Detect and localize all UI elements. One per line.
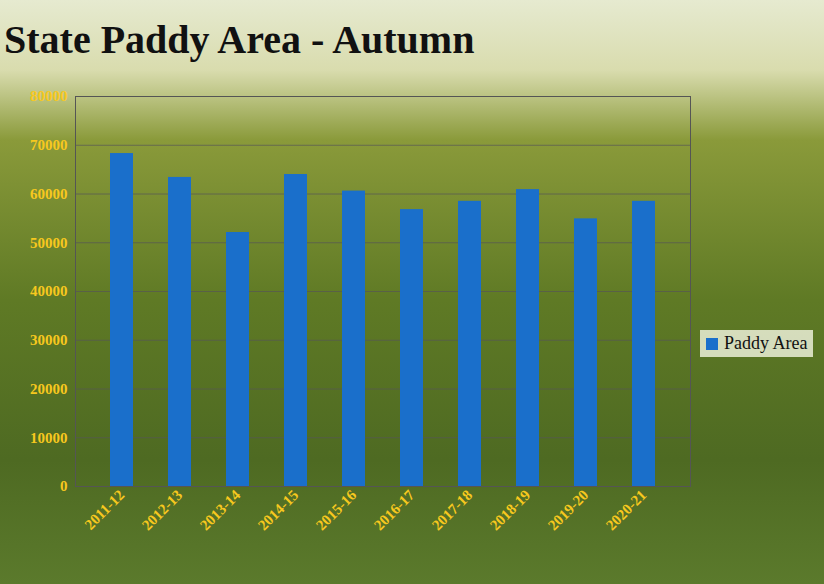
svg-text:50000: 50000: [30, 235, 68, 251]
svg-text:20000: 20000: [30, 381, 68, 397]
svg-text:2016-17: 2016-17: [371, 486, 418, 533]
svg-text:30000: 30000: [30, 332, 68, 348]
html-text:State Paddy Area - Autumn: State Paddy Area - Autumn: [4, 17, 475, 62]
svg-text:2015-16: 2015-16: [313, 486, 360, 533]
svg-text:2017-18: 2017-18: [429, 487, 476, 534]
svg-text:2013-14: 2013-14: [197, 486, 244, 533]
svg-text:80000: 80000: [30, 88, 68, 104]
svg-text:40000: 40000: [30, 283, 68, 299]
svg-text:2019-20: 2019-20: [545, 487, 592, 534]
svg-text:10000: 10000: [30, 430, 68, 446]
svg-text:0: 0: [60, 478, 68, 494]
svg-text:2020-21: 2020-21: [603, 487, 650, 534]
svg-text:60000: 60000: [30, 186, 68, 202]
svg-text:2012-13: 2012-13: [139, 487, 186, 534]
svg-text:70000: 70000: [30, 137, 68, 153]
svg-text:2018-19: 2018-19: [487, 487, 534, 534]
svg-text:2011-12: 2011-12: [81, 487, 127, 533]
html-text:Paddy Area: Paddy Area: [724, 333, 808, 353]
svg-text:2014-15: 2014-15: [255, 487, 302, 534]
